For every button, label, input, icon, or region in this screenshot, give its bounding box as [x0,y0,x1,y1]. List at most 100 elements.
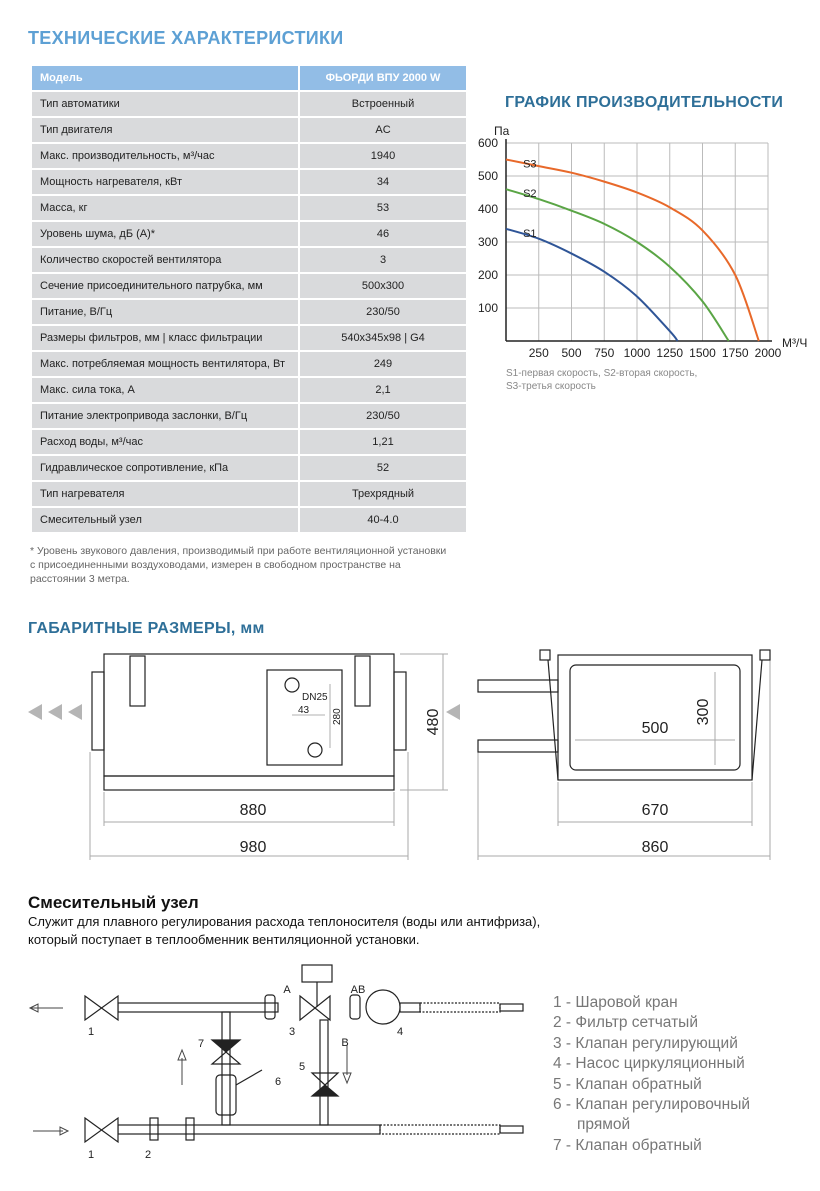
spec-value: 230/50 [298,298,468,326]
port-ab: AB [351,984,366,996]
legend-item: 5 - Клапан обратный [553,1075,702,1093]
callout-6: 6 [275,1076,281,1088]
x-tick-label: 2000 [755,346,782,360]
spec-value: 46 [298,220,468,248]
port-a: A [283,984,291,996]
table-row: Тип двигателя AC [30,116,468,144]
legend-item: 6 - Клапан регулировочный [553,1096,750,1114]
x-tick-label: 250 [529,346,549,360]
x-tick-label: 750 [594,346,614,360]
header-value: ФЬОРДИ ВПУ 2000 W [298,64,468,92]
spec-value: 1,21 [298,428,468,456]
dim-670: 670 [642,802,669,819]
spec-value: 500x300 [298,272,468,300]
table-row: Масса, кг 53 [30,194,468,222]
dim-300: 300 [695,699,712,726]
spec-label: Сечение присоединительного патрубка, мм [30,272,300,300]
y-axis-label: Па [494,124,510,138]
airflow-arrows-icon [28,704,460,720]
spec-label: Гидравлическое сопротивление, кПа [30,454,300,482]
table-row: Питание электропривода заслонки, В/Гц 230… [30,402,468,430]
spec-label: Питание, В/Гц [30,298,300,326]
x-axis-label: М³/Ч [782,336,807,350]
chart-legend-note: S1-первая скорость, S2-вторая скорость, … [506,367,697,393]
callout-1-bottom: 1 [88,1149,94,1161]
table-row: Размеры фильтров, мм | класс фильтрации 5… [30,324,468,352]
dim-500: 500 [642,720,669,737]
x-tick-label: 1750 [722,346,749,360]
table-row: Расход воды, м³/час 1,21 [30,428,468,456]
spec-value: AC [298,116,468,144]
spec-label: Тип двигателя [30,116,300,144]
mixing-unit-description: Служит для плавного регулирования расход… [28,913,540,949]
spec-value: 249 [298,350,468,378]
x-tick-label: 500 [561,346,581,360]
y-tick-label: 400 [478,202,498,216]
y-tick-label: 500 [478,169,498,183]
callout-3: 3 [289,1026,295,1038]
spec-value: 52 [298,454,468,482]
spec-label: Масса, кг [30,194,300,222]
spec-label: Питание электропривода заслонки, В/Гц [30,402,300,430]
dimensions-title: ГАБАРИТНЫЕ РАЗМЕРЫ, мм [28,620,265,637]
spec-value: 1940 [298,142,468,170]
legend-item: 3 - Клапан регулирующий [553,1034,738,1052]
spec-label: Макс. производительность, м³/час [30,142,300,170]
callout-2: 2 [145,1149,151,1161]
series-label-s3: S3 [523,159,536,171]
callout-4: 4 [397,1026,403,1038]
description-line: Служит для плавного регулирования расход… [28,914,541,929]
specs-table: Модель ФЬОРДИ ВПУ 2000 W Тип автоматики Вс… [30,64,468,534]
y-tick-label: 100 [478,301,498,315]
spec-label: Тип нагревателя [30,480,300,508]
y-tick-label: 200 [478,268,498,282]
dn25-label: DN25 [302,692,328,703]
offset-43-label: 43 [298,705,310,716]
spec-value: 3 [298,246,468,274]
x-tick-label: 1250 [656,346,683,360]
x-tick-label: 1500 [689,346,716,360]
series-label-s1: S1 [523,228,536,240]
spec-label: Макс. сила тока, А [30,376,300,404]
spec-value: Встроенный [298,90,468,118]
table-row: Тип нагревателя Трехрядный [30,480,468,508]
table-row: Тип автоматики Встроенный [30,90,468,118]
table-header: Модель ФЬОРДИ ВПУ 2000 W [30,64,468,92]
callout-1-top: 1 [88,1026,94,1038]
spec-label: Уровень шума, дБ (А)* [30,220,300,248]
specs-title: ТЕХНИЧЕСКИЕ ХАРАКТЕРИСТИКИ [28,28,344,48]
y-tick-label: 300 [478,235,498,249]
y-tick-label: 600 [478,136,498,150]
noise-footnote: * Уровень звукового давления, производим… [30,545,447,585]
legend-item: 1 - Шаровой кран [553,994,678,1011]
callout-5: 5 [299,1061,305,1073]
spec-label: Тип автоматики [30,90,300,118]
side-view [477,649,771,781]
port-b: B [341,1037,348,1049]
legend-note-line: S1-первая скорость, S2-вторая скорость, [506,368,698,379]
table-row: Гидравлическое сопротивление, кПа 52 [30,454,468,482]
chart-title: ГРАФИК ПРОИЗВОДИТЕЛЬНОСТИ [505,94,784,111]
table-row: Мощность нагревателя, кВт 34 [30,168,468,196]
legend-item: 2 - Фильтр сетчатый [553,1014,698,1032]
dim-980: 980 [240,839,267,856]
table-row: Количество скоростей вентилятора 3 [30,246,468,274]
spacing-280-label: 280 [332,708,343,725]
series-label-s2: S2 [523,188,536,200]
spec-label: Мощность нагревателя, кВт [30,168,300,196]
spec-label: Расход воды, м³/час [30,428,300,456]
description-line: который поступает в теплообменник вентил… [28,932,420,947]
spec-label: Количество скоростей вентилятора [30,246,300,274]
legend-item: прямой [577,1116,631,1134]
mixing-unit-title: Смесительный узел [28,893,199,912]
legend-item: 4 - Насос циркуляционный [553,1055,745,1073]
spec-value: 540x345x98 | G4 [298,324,468,352]
legend-note-line: S3-третья скорость [506,381,596,392]
spec-value: 34 [298,168,468,196]
callout-7: 7 [198,1038,204,1050]
table-row: Макс. сила тока, А 2,1 [30,376,468,404]
